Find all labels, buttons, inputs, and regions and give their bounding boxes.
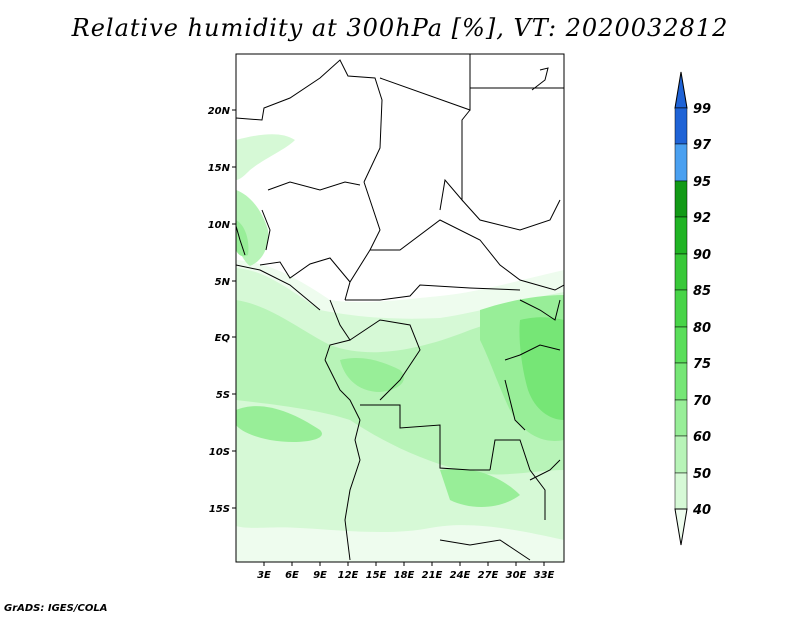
lon-tick-label: 30E: [506, 570, 527, 581]
lat-axis: 20N 15N 10N 5N EQ 5S 10S 15S: [208, 106, 236, 515]
colorbar-segment-95: [674, 180, 688, 218]
lon-tick-label: 6E: [285, 570, 299, 581]
colorbar-segment-99: [674, 107, 688, 145]
colorbar-segment-70: [674, 399, 688, 437]
lon-tick-label: 9E: [313, 570, 327, 581]
colorbar-segment-50: [674, 472, 688, 510]
colorbar-segment-90: [674, 253, 688, 291]
colorbar-label: 90: [693, 248, 711, 263]
colorbar: 99 97 95 92 90 85 80 75 70 60 50 40: [674, 71, 712, 546]
colorbar-label: 75: [693, 357, 711, 372]
lon-tick-label: 33E: [534, 570, 555, 581]
colorbar-label: 95: [693, 175, 711, 190]
footer-credit: GrADS: IGES/COLA: [4, 603, 108, 614]
map-frame: [235, 53, 565, 563]
lon-tick-label: 27E: [478, 570, 499, 581]
lat-tick-label: 10S: [209, 447, 230, 458]
lon-tick-label: 21E: [422, 570, 443, 581]
colorbar-segment-92: [674, 216, 688, 255]
colorbar-segment-60: [674, 435, 688, 474]
lat-tick-label: 5S: [216, 390, 230, 401]
lon-axis: 3E 6E 9E 12E 15E 18E 21E 24E 27E 30E 33E: [257, 562, 555, 581]
lon-tick-label: 24E: [450, 570, 471, 581]
colorbar-label: 97: [693, 138, 712, 153]
colorbar-label: 50: [693, 467, 711, 482]
lat-tick-label: 10N: [208, 220, 231, 231]
colorbar-segment-75: [674, 362, 688, 401]
lon-tick-label: 15E: [366, 570, 387, 581]
lon-tick-label: 18E: [394, 570, 415, 581]
colorbar-label: 85: [693, 284, 711, 299]
map-panel: [235, 53, 565, 563]
lat-tick-label: 15N: [208, 163, 231, 174]
lat-tick-label: 15S: [209, 504, 230, 515]
colorbar-label: 92: [693, 211, 711, 226]
lon-tick-label: 12E: [338, 570, 359, 581]
colorbar-top-arrow: [674, 71, 688, 109]
colorbar-label: 70: [693, 394, 711, 409]
lat-tick-label: EQ: [215, 333, 231, 344]
colorbar-label: 99: [693, 102, 711, 117]
colorbar-bottom-arrow: [674, 508, 688, 546]
country-borders: [236, 54, 564, 561]
lon-tick-label: 3E: [257, 570, 271, 581]
map-title: Relative humidity at 300hPa [%], VT: 202…: [71, 14, 729, 42]
lat-tick-label: 5N: [215, 277, 231, 288]
colorbar-segment-85: [674, 289, 688, 328]
colorbar-label: 80: [693, 321, 711, 336]
lat-tick-label: 20N: [208, 106, 231, 117]
colorbar-label: 60: [693, 430, 711, 445]
colorbar-segment-97: [674, 143, 688, 182]
colorbar-segment-80: [674, 326, 688, 364]
colorbar-label: 40: [692, 503, 711, 518]
